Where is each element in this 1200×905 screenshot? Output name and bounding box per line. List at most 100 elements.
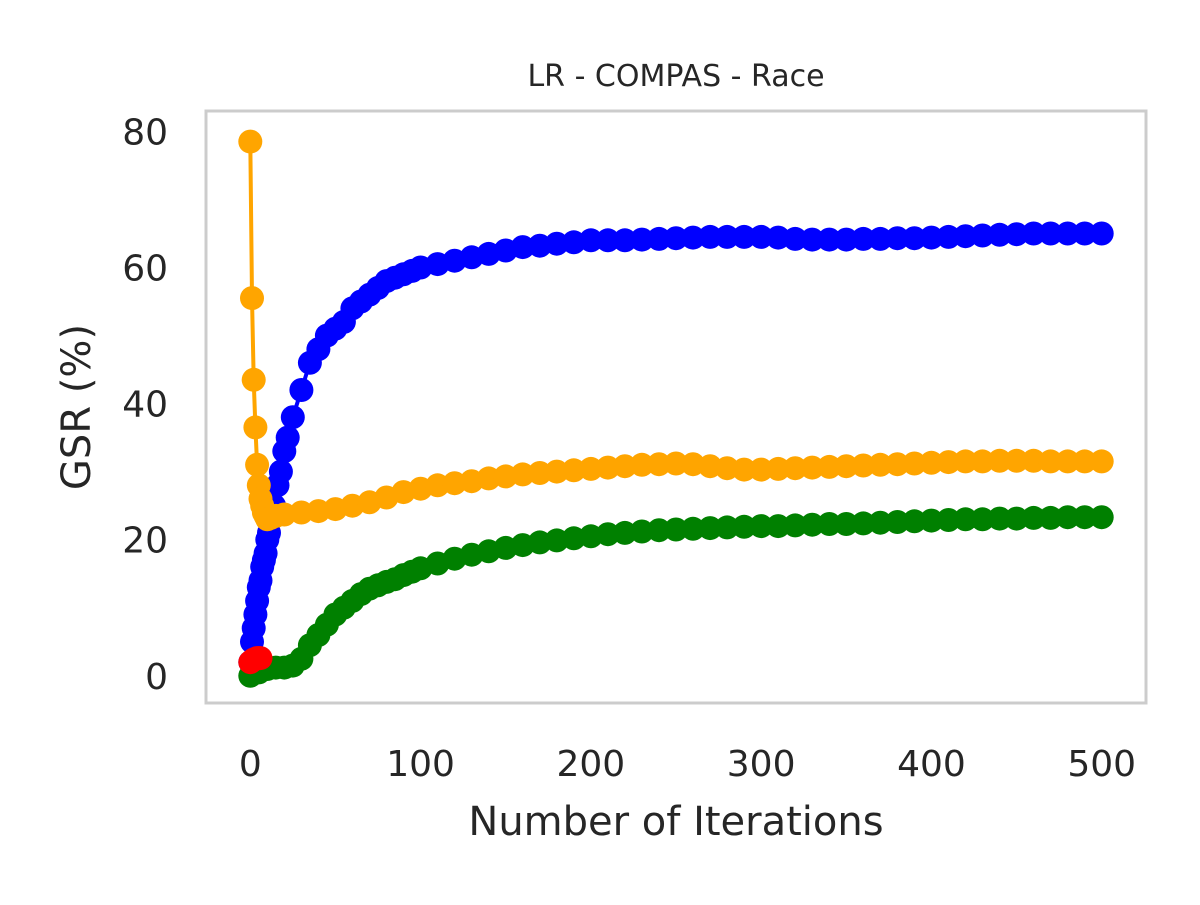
- data-point: [1072, 449, 1097, 474]
- series-layer: [238, 129, 1114, 688]
- data-point: [629, 519, 654, 544]
- data-point: [595, 228, 620, 253]
- chart-title: LR - COMPAS - Race: [527, 59, 824, 94]
- data-point: [629, 452, 654, 477]
- data-point: [800, 227, 825, 252]
- data-point: [664, 451, 688, 476]
- data-point: [1089, 221, 1114, 246]
- series-4: [238, 646, 273, 675]
- data-point: [885, 226, 910, 251]
- data-point: [289, 378, 314, 402]
- plot-frame: [204, 109, 1148, 705]
- data-point: [970, 507, 995, 532]
- data-point: [800, 455, 825, 480]
- data-point: [1038, 221, 1063, 246]
- x-tick-label: 0: [239, 744, 262, 785]
- data-point: [248, 646, 273, 671]
- y-axis-label: GSR (%): [54, 324, 100, 490]
- data-point: [647, 518, 671, 543]
- data-point: [987, 506, 1012, 531]
- data-point: [817, 454, 842, 479]
- x-tick-label: 100: [386, 744, 455, 785]
- data-point: [698, 516, 723, 541]
- data-point: [885, 510, 910, 534]
- data-point: [1021, 505, 1046, 530]
- data-point: [766, 514, 791, 539]
- data-point: [868, 452, 893, 477]
- data-point: [783, 513, 808, 538]
- data-point: [851, 511, 876, 536]
- data-point: [1072, 221, 1097, 246]
- data-point: [1004, 448, 1029, 473]
- data-point: [817, 512, 842, 536]
- data-point: [834, 227, 859, 252]
- data-point: [936, 450, 961, 475]
- data-point: [1089, 505, 1114, 530]
- data-point: [664, 517, 688, 542]
- data-point: [766, 456, 791, 481]
- data-point: [647, 226, 671, 251]
- data-point: [1004, 222, 1029, 247]
- data-point: [1004, 506, 1029, 531]
- data-point: [834, 454, 859, 479]
- x-tick-label: 200: [556, 744, 625, 785]
- y-tick-label: 40: [122, 385, 168, 426]
- data-point: [612, 228, 637, 253]
- data-point: [919, 450, 944, 475]
- data-point: [1038, 505, 1063, 530]
- data-point: [834, 512, 859, 536]
- y-tick-label: 20: [122, 521, 168, 562]
- data-point: [510, 235, 535, 260]
- data-point: [817, 227, 842, 252]
- data-point: [1038, 449, 1063, 474]
- y-tick-labels: 0 20 40 60 80: [122, 112, 168, 697]
- data-point: [732, 224, 757, 249]
- data-point: [245, 452, 270, 477]
- data-point: [280, 405, 305, 430]
- data-point: [698, 224, 723, 249]
- y-tick-label: 60: [122, 249, 168, 290]
- series-2: [238, 129, 1114, 532]
- data-point: [681, 516, 705, 541]
- data-point: [851, 226, 876, 251]
- data-point: [987, 448, 1012, 473]
- data-point: [970, 223, 995, 248]
- data-point: [268, 459, 293, 484]
- data-point: [885, 452, 910, 477]
- x-tick-label: 300: [727, 744, 796, 785]
- data-point: [953, 507, 978, 532]
- data-point: [970, 449, 995, 474]
- data-point: [868, 226, 893, 251]
- data-point: [902, 451, 927, 476]
- data-point: [238, 129, 263, 154]
- data-point: [749, 457, 774, 482]
- series-3: [238, 505, 1114, 688]
- data-point: [664, 226, 688, 251]
- x-axis-label: Number of Iterations: [468, 799, 883, 845]
- y-tick-label: 80: [122, 112, 168, 153]
- x-tick-label: 400: [897, 744, 966, 785]
- x-tick-labels: 0 100 200 300 400 500: [239, 744, 1136, 785]
- data-point: [868, 510, 893, 535]
- data-point: [732, 514, 757, 539]
- data-point: [629, 227, 654, 252]
- data-point: [936, 508, 961, 532]
- data-point: [902, 226, 927, 251]
- data-point: [1089, 449, 1114, 474]
- data-point: [715, 515, 740, 540]
- x-tick-label: 500: [1067, 744, 1136, 785]
- data-point: [275, 425, 300, 450]
- data-point: [851, 453, 876, 478]
- y-tick-label: 0: [145, 657, 168, 698]
- data-point: [936, 224, 961, 249]
- data-point: [715, 224, 740, 249]
- series-1: [238, 221, 1114, 675]
- data-point: [578, 228, 603, 253]
- data-point: [783, 456, 808, 481]
- data-point: [1021, 221, 1046, 246]
- data-point: [783, 226, 808, 251]
- data-point: [1055, 221, 1080, 246]
- data-point: [510, 462, 535, 487]
